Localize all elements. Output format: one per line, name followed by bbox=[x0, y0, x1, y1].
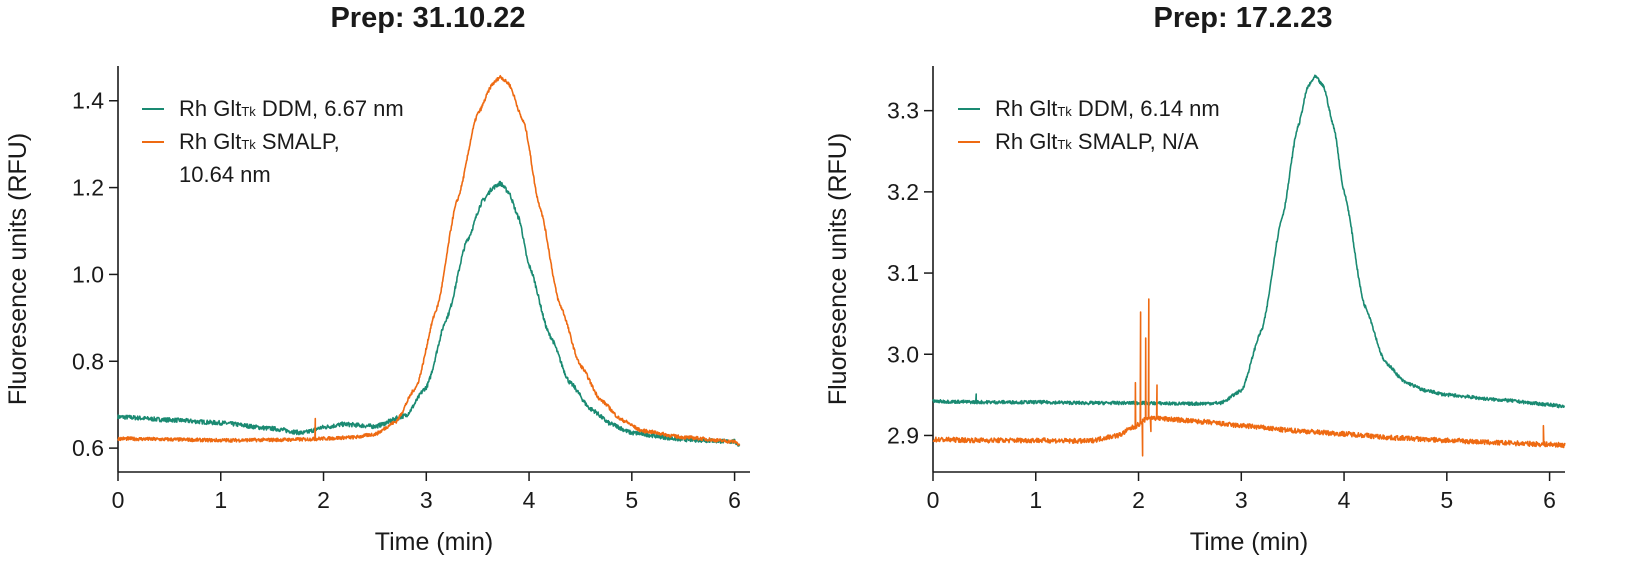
y-tick-label: 3.1 bbox=[887, 260, 919, 286]
x-tick-label: 6 bbox=[728, 487, 741, 513]
x-tick-label: 5 bbox=[1440, 487, 1453, 513]
y-tick-label: 0.6 bbox=[72, 435, 104, 461]
y-axis-label: Fluoresence units (RFU) bbox=[824, 133, 852, 405]
y-tick-label: 0.8 bbox=[72, 348, 104, 374]
x-tick-label: 6 bbox=[1543, 487, 1556, 513]
chart-panel-right: 0 1 2 3 4 5 6 2.9 3.0 3.1 3.2 3.3 Time (min) Fluorese… bbox=[824, 66, 1566, 556]
x-tick-label: 0 bbox=[927, 487, 940, 513]
chart-panel-left: 0 1 2 3 4 5 6 0.6 0.8 1.0 1.2 1.4 Time (min) Fluorese… bbox=[4, 66, 750, 556]
series-line-smalp bbox=[117, 74, 741, 446]
chart-title-right: Prep: 17.2.23 bbox=[1153, 2, 1333, 34]
legend-entry: Rh GltTk SMALP, bbox=[179, 129, 340, 154]
y-axis-label: Fluoresence units (RFU) bbox=[4, 133, 32, 405]
x-tick-label: 0 bbox=[112, 487, 125, 513]
x-tick-label: 2 bbox=[1132, 487, 1145, 513]
legend-entry: Rh GltTk DDM, 6.14 nm bbox=[995, 96, 1220, 121]
x-tick-label: 4 bbox=[523, 487, 536, 513]
y-tick-label: 3.2 bbox=[887, 179, 919, 205]
series-line-ddm bbox=[932, 74, 1566, 409]
x-tick-label: 1 bbox=[1029, 487, 1042, 513]
legend-entry: Rh GltTk DDM, 6.67 nm bbox=[179, 96, 404, 121]
x-tick-label: 3 bbox=[1235, 487, 1248, 513]
x-tick-label: 5 bbox=[625, 487, 638, 513]
y-tick-label: 1.4 bbox=[72, 88, 104, 114]
x-axis-label: Time (min) bbox=[1190, 528, 1309, 556]
legend-entry-line2: 10.64 nm bbox=[179, 162, 271, 187]
series-line-ddm bbox=[117, 180, 741, 447]
x-tick-label: 3 bbox=[420, 487, 433, 513]
y-tick-label: 1.0 bbox=[72, 261, 104, 287]
y-tick-label: 3.0 bbox=[887, 341, 919, 367]
y-tick-label: 2.9 bbox=[887, 422, 919, 448]
x-tick-label: 4 bbox=[1338, 487, 1351, 513]
y-tick-label: 3.3 bbox=[887, 98, 919, 124]
legend-entry: Rh GltTk SMALP, N/A bbox=[995, 129, 1199, 154]
x-axis-label: Time (min) bbox=[375, 528, 494, 556]
x-tick-label: 2 bbox=[317, 487, 330, 513]
y-tick-label: 1.2 bbox=[72, 175, 104, 201]
chart-title-left: Prep: 31.10.22 bbox=[330, 2, 526, 34]
series-line-smalp bbox=[932, 298, 1566, 457]
x-tick-label: 1 bbox=[214, 487, 227, 513]
